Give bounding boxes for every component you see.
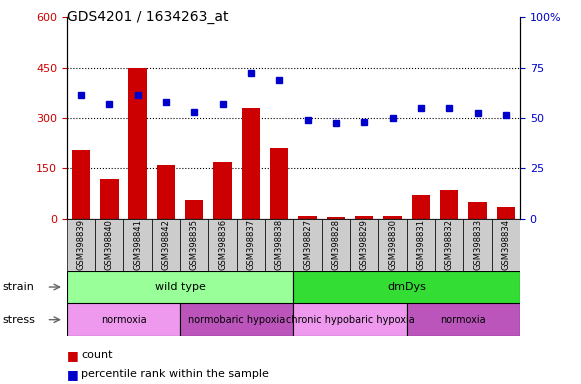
Text: normoxia: normoxia bbox=[101, 314, 146, 325]
Bar bbox=[322, 219, 350, 271]
Bar bbox=[299, 215, 317, 219]
Text: GSM398836: GSM398836 bbox=[218, 219, 227, 270]
Text: percentile rank within the sample: percentile rank within the sample bbox=[81, 369, 269, 379]
Bar bbox=[95, 219, 124, 271]
Bar bbox=[293, 303, 407, 336]
Bar bbox=[242, 108, 260, 219]
Bar bbox=[185, 200, 203, 219]
Bar bbox=[378, 219, 407, 271]
Bar bbox=[407, 303, 520, 336]
Bar bbox=[100, 179, 119, 219]
Bar bbox=[67, 219, 95, 271]
Text: GSM398837: GSM398837 bbox=[246, 219, 256, 270]
Text: GSM398840: GSM398840 bbox=[105, 219, 114, 270]
Text: GSM398841: GSM398841 bbox=[133, 219, 142, 270]
Text: GSM398839: GSM398839 bbox=[77, 219, 85, 270]
Bar bbox=[67, 303, 180, 336]
Bar bbox=[180, 219, 209, 271]
Bar bbox=[412, 195, 430, 219]
Text: GSM398829: GSM398829 bbox=[360, 219, 369, 270]
Text: GSM398832: GSM398832 bbox=[444, 219, 454, 270]
Bar bbox=[293, 271, 520, 303]
Text: count: count bbox=[81, 350, 113, 360]
Text: GSM398830: GSM398830 bbox=[388, 219, 397, 270]
Bar bbox=[293, 219, 322, 271]
Bar bbox=[270, 148, 288, 219]
Bar bbox=[383, 216, 401, 219]
Text: GSM398842: GSM398842 bbox=[162, 219, 170, 270]
Text: ■: ■ bbox=[67, 349, 78, 362]
Text: normobaric hypoxia: normobaric hypoxia bbox=[188, 314, 285, 325]
Text: chronic hypobaric hypoxia: chronic hypobaric hypoxia bbox=[286, 314, 414, 325]
Bar bbox=[213, 162, 232, 219]
Text: GSM398828: GSM398828 bbox=[331, 219, 340, 270]
Text: dmDys: dmDys bbox=[388, 282, 426, 292]
Bar bbox=[128, 68, 147, 219]
Bar bbox=[407, 219, 435, 271]
Bar bbox=[237, 219, 265, 271]
Bar bbox=[209, 219, 237, 271]
Text: wild type: wild type bbox=[155, 282, 206, 292]
Bar bbox=[152, 219, 180, 271]
Bar bbox=[265, 219, 293, 271]
Text: ■: ■ bbox=[67, 368, 78, 381]
Text: GSM398835: GSM398835 bbox=[190, 219, 199, 270]
Text: normoxia: normoxia bbox=[440, 314, 486, 325]
Bar bbox=[492, 219, 520, 271]
Bar bbox=[327, 217, 345, 219]
Text: stress: stress bbox=[3, 314, 36, 325]
Bar bbox=[67, 271, 293, 303]
Text: GSM398834: GSM398834 bbox=[501, 219, 510, 270]
Bar bbox=[468, 202, 487, 219]
Bar bbox=[180, 303, 293, 336]
Text: strain: strain bbox=[3, 282, 35, 292]
Text: GDS4201 / 1634263_at: GDS4201 / 1634263_at bbox=[67, 10, 228, 23]
Bar bbox=[435, 219, 464, 271]
Text: GSM398831: GSM398831 bbox=[417, 219, 425, 270]
Bar bbox=[464, 219, 492, 271]
Bar bbox=[497, 207, 515, 219]
Text: GSM398827: GSM398827 bbox=[303, 219, 312, 270]
Bar bbox=[72, 150, 90, 219]
Bar bbox=[355, 215, 374, 219]
Bar bbox=[440, 190, 458, 219]
Bar bbox=[157, 165, 175, 219]
Bar bbox=[350, 219, 378, 271]
Text: GSM398838: GSM398838 bbox=[275, 219, 284, 270]
Bar bbox=[124, 219, 152, 271]
Text: GSM398833: GSM398833 bbox=[473, 219, 482, 270]
